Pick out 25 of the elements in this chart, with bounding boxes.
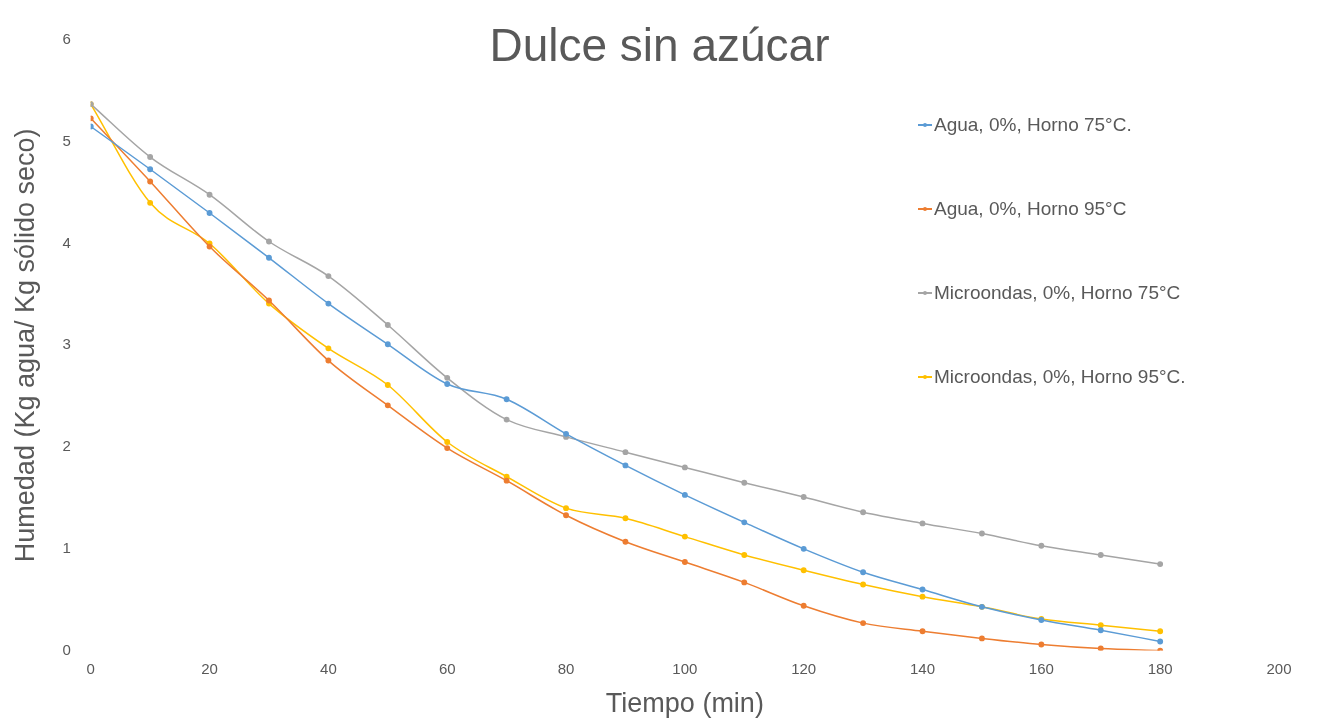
y-tick-label: 4 bbox=[62, 233, 71, 251]
x-tick-label: 40 bbox=[320, 659, 337, 677]
y-tick-label: 6 bbox=[62, 30, 71, 48]
x-tick-label: 120 bbox=[791, 659, 817, 677]
x-tick-label: 80 bbox=[557, 659, 575, 677]
y-tick-label: 1 bbox=[62, 538, 71, 556]
legend-label: Agua, 0%, Horno 95°C bbox=[934, 198, 1127, 220]
x-tick-label: 60 bbox=[438, 659, 456, 677]
chart-title: Dulce sin azúcar bbox=[489, 19, 830, 71]
legend-label: Microondas, 0%, Horno 95°C. bbox=[934, 366, 1186, 388]
legend-label: Agua, 0%, Horno 75°C. bbox=[934, 114, 1132, 136]
y-axis-title: Humedad (Kg agua/ Kg sólido seco) bbox=[9, 128, 40, 563]
x-tick-label: 140 bbox=[910, 659, 936, 677]
x-tick-label: 200 bbox=[1266, 659, 1292, 677]
legend-label: Microondas, 0%, Horno 75°C bbox=[934, 282, 1181, 304]
x-tick-label: 160 bbox=[1028, 659, 1054, 677]
x-tick-label: 0 bbox=[86, 659, 95, 677]
y-tick-label: 2 bbox=[62, 437, 71, 455]
x-axis-title: Tiempo (min) bbox=[605, 688, 764, 719]
y-tick-label: 5 bbox=[62, 131, 71, 149]
x-tick-label: 180 bbox=[1147, 659, 1173, 677]
x-tick-label: 20 bbox=[201, 659, 218, 677]
y-tick-label: 0 bbox=[62, 640, 71, 658]
x-tick-label: 100 bbox=[672, 659, 698, 677]
y-tick-label: 3 bbox=[62, 335, 71, 353]
